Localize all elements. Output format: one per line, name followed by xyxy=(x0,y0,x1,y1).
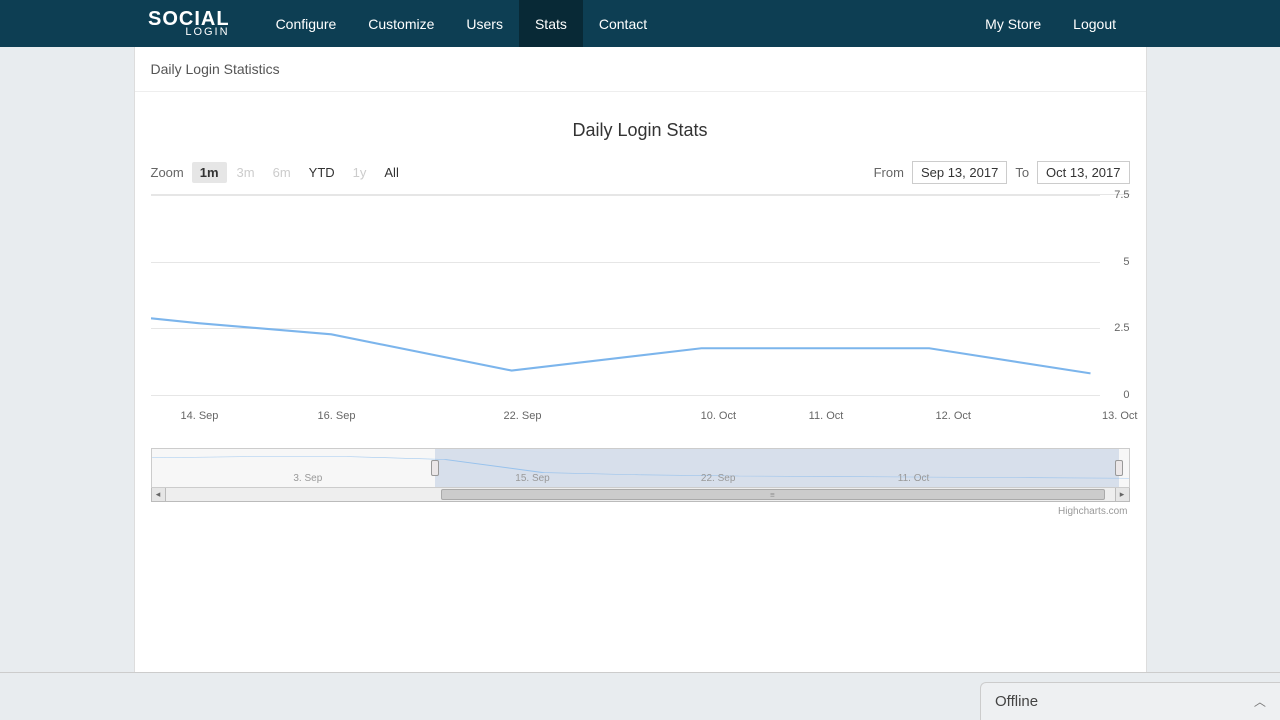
y-tick-label: 5 xyxy=(1123,256,1129,268)
nav-item-stats[interactable]: Stats xyxy=(519,0,583,47)
chart-navigator[interactable]: 3. Sep 15. Sep 22. Sep 11. Oct xyxy=(151,448,1130,488)
nav-item-configure[interactable]: Configure xyxy=(260,0,353,47)
scroll-thumb[interactable]: ≡ xyxy=(441,489,1105,500)
zoom-button-ytd[interactable]: YTD xyxy=(301,162,343,183)
nav-item-customize[interactable]: Customize xyxy=(352,0,450,47)
chevron-up-icon: 〈 xyxy=(1251,695,1268,707)
to-label: To xyxy=(1015,165,1029,180)
from-date-input[interactable]: Sep 13, 2017 xyxy=(912,161,1007,184)
nav-item-contact[interactable]: Contact xyxy=(583,0,663,47)
x-tick-label: 13. Oct xyxy=(1102,410,1137,422)
logo[interactable]: SOCIAL LOGIN xyxy=(148,9,230,38)
breadcrumb: Daily Login Statistics xyxy=(135,47,1146,92)
content-panel: Daily Login Statistics Daily Login Stats… xyxy=(134,47,1147,672)
line-series xyxy=(151,195,1100,404)
x-tick-label: 16. Sep xyxy=(318,410,356,422)
navigator-x-label: 22. Sep xyxy=(701,473,735,484)
chart-credit[interactable]: Highcharts.com xyxy=(151,506,1130,517)
chart-title: Daily Login Stats xyxy=(151,120,1130,141)
navigator-x-label: 15. Sep xyxy=(515,473,549,484)
zoom-button-3m: 3m xyxy=(229,162,263,183)
x-tick-label: 11. Oct xyxy=(809,410,844,422)
chat-status-label: Offline xyxy=(995,693,1038,710)
page-divider xyxy=(0,672,1280,673)
navigator-x-label: 3. Sep xyxy=(293,473,322,484)
zoom-button-6m: 6m xyxy=(265,162,299,183)
x-tick-label: 14. Sep xyxy=(180,410,218,422)
y-tick-label: 2.5 xyxy=(1114,322,1129,334)
scroll-track[interactable]: ≡ xyxy=(166,488,1115,501)
zoom-label: Zoom xyxy=(151,165,184,180)
scroll-grip-icon: ≡ xyxy=(770,490,776,499)
scroll-right-button[interactable]: ▸ xyxy=(1115,488,1129,501)
chart-x-axis: 14. Sep 16. Sep 22. Sep 10. Oct 11. Oct 12. O… xyxy=(151,410,1130,430)
zoom-button-1y: 1y xyxy=(345,162,375,183)
navigator-x-label: 11. Oct xyxy=(898,473,930,484)
chat-widget-offline[interactable]: Offline 〈 xyxy=(980,682,1280,720)
chart-controls: Zoom 1m3m6mYTD1yAll From Sep 13, 2017 To… xyxy=(151,161,1130,184)
zoom-button-1m[interactable]: 1m xyxy=(192,162,227,183)
x-tick-label: 10. Oct xyxy=(701,410,736,422)
nav-item-mystore[interactable]: My Store xyxy=(969,0,1057,47)
y-tick-label: 7.5 xyxy=(1114,189,1129,201)
nav-items-left: Configure Customize Users Stats Contact xyxy=(260,0,664,47)
y-tick-label: 0 xyxy=(1123,389,1129,401)
x-tick-label: 12. Oct xyxy=(936,410,971,422)
from-label: From xyxy=(874,165,904,180)
date-range: From Sep 13, 2017 To Oct 13, 2017 xyxy=(874,161,1130,184)
chart-area: Daily Login Stats Zoom 1m3m6mYTD1yAll Fr… xyxy=(135,92,1146,517)
navigator-scrollbar[interactable]: ◂ ≡ ▸ xyxy=(151,488,1130,502)
navbar: SOCIAL LOGIN Configure Customize Users S… xyxy=(0,0,1280,47)
to-date-input[interactable]: Oct 13, 2017 xyxy=(1037,161,1129,184)
x-tick-label: 22. Sep xyxy=(504,410,542,422)
scroll-left-button[interactable]: ◂ xyxy=(152,488,166,501)
nav-item-logout[interactable]: Logout xyxy=(1057,0,1132,47)
zoom-button-all[interactable]: All xyxy=(376,162,406,183)
main-line-chart[interactable]: 02.557.5 xyxy=(151,194,1130,404)
nav-item-users[interactable]: Users xyxy=(450,0,519,47)
nav-items-right: My Store Logout xyxy=(969,0,1132,47)
